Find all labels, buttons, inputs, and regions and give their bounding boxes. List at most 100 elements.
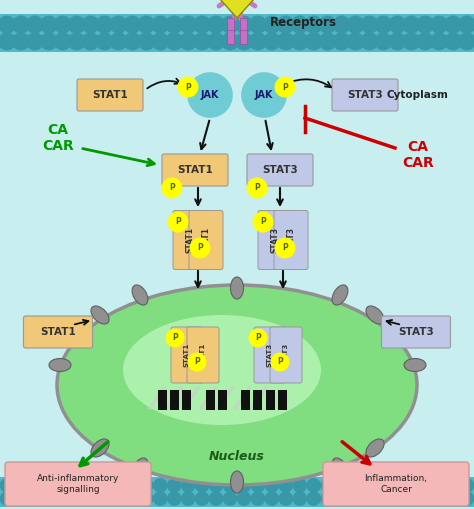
- FancyBboxPatch shape: [171, 327, 203, 383]
- FancyBboxPatch shape: [247, 154, 313, 186]
- Circle shape: [249, 16, 266, 33]
- Circle shape: [188, 73, 232, 117]
- Circle shape: [42, 492, 55, 505]
- FancyBboxPatch shape: [258, 211, 292, 269]
- Circle shape: [152, 33, 169, 50]
- Circle shape: [208, 16, 225, 33]
- Ellipse shape: [91, 439, 109, 457]
- FancyBboxPatch shape: [274, 211, 308, 269]
- Circle shape: [140, 492, 153, 505]
- Circle shape: [223, 492, 237, 505]
- Circle shape: [84, 479, 97, 492]
- Circle shape: [347, 16, 364, 33]
- Circle shape: [98, 479, 111, 492]
- Ellipse shape: [404, 358, 426, 372]
- Circle shape: [168, 479, 181, 492]
- Circle shape: [389, 16, 406, 33]
- Circle shape: [265, 492, 278, 505]
- Circle shape: [56, 479, 69, 492]
- Circle shape: [236, 33, 252, 50]
- Circle shape: [242, 73, 286, 117]
- Text: STAT3: STAT3: [283, 343, 289, 367]
- Circle shape: [56, 492, 69, 505]
- Circle shape: [375, 33, 392, 50]
- Circle shape: [277, 33, 294, 50]
- Ellipse shape: [123, 315, 321, 425]
- Text: STAT3: STAT3: [262, 165, 298, 175]
- Circle shape: [70, 492, 83, 505]
- Circle shape: [391, 492, 404, 505]
- Circle shape: [70, 479, 83, 492]
- Circle shape: [27, 33, 43, 50]
- Bar: [170, 390, 179, 410]
- Text: STAT1: STAT1: [177, 165, 213, 175]
- Circle shape: [319, 16, 336, 33]
- Bar: [266, 390, 275, 410]
- Polygon shape: [219, 0, 255, 18]
- Circle shape: [237, 479, 251, 492]
- Circle shape: [96, 33, 113, 50]
- Ellipse shape: [132, 285, 148, 305]
- Text: Inflammation,
Cancer: Inflammation, Cancer: [365, 474, 428, 494]
- FancyBboxPatch shape: [227, 18, 234, 32]
- Circle shape: [180, 33, 197, 50]
- Circle shape: [138, 33, 155, 50]
- Circle shape: [293, 492, 306, 505]
- Circle shape: [222, 16, 238, 33]
- FancyBboxPatch shape: [162, 154, 228, 186]
- Circle shape: [236, 16, 252, 33]
- Circle shape: [96, 16, 113, 33]
- Circle shape: [305, 16, 322, 33]
- Circle shape: [112, 492, 125, 505]
- Circle shape: [166, 33, 182, 50]
- Circle shape: [162, 178, 182, 198]
- Circle shape: [154, 492, 167, 505]
- Ellipse shape: [49, 358, 71, 372]
- Text: STAT3: STAT3: [271, 227, 280, 253]
- FancyBboxPatch shape: [332, 79, 398, 111]
- Circle shape: [361, 33, 378, 50]
- Circle shape: [417, 16, 434, 33]
- Circle shape: [419, 479, 432, 492]
- Circle shape: [168, 492, 181, 505]
- Text: Nucleus: Nucleus: [209, 449, 265, 463]
- Circle shape: [417, 33, 434, 50]
- Text: P: P: [282, 243, 288, 252]
- Circle shape: [403, 16, 419, 33]
- Circle shape: [12, 16, 29, 33]
- Bar: [182, 390, 191, 410]
- Text: STAT3: STAT3: [398, 327, 434, 337]
- Circle shape: [223, 479, 237, 492]
- Text: STAT3: STAT3: [267, 343, 273, 367]
- Circle shape: [55, 33, 71, 50]
- FancyBboxPatch shape: [270, 327, 302, 383]
- Circle shape: [249, 33, 266, 50]
- Text: P: P: [260, 217, 266, 227]
- Circle shape: [55, 16, 71, 33]
- Circle shape: [180, 16, 197, 33]
- FancyBboxPatch shape: [187, 327, 219, 383]
- Circle shape: [138, 16, 155, 33]
- Bar: [0, 14, 474, 52]
- Text: CA
CAR: CA CAR: [402, 140, 434, 169]
- Circle shape: [265, 479, 278, 492]
- Circle shape: [222, 33, 238, 50]
- Text: P: P: [282, 82, 288, 92]
- Circle shape: [84, 492, 97, 505]
- Circle shape: [237, 492, 251, 505]
- Circle shape: [196, 492, 209, 505]
- Circle shape: [166, 16, 182, 33]
- Bar: [158, 390, 167, 410]
- FancyBboxPatch shape: [24, 316, 92, 348]
- Circle shape: [431, 16, 447, 33]
- Circle shape: [321, 492, 334, 505]
- Text: STAT1: STAT1: [185, 227, 194, 253]
- Circle shape: [166, 329, 184, 347]
- FancyBboxPatch shape: [323, 462, 469, 506]
- Circle shape: [140, 479, 153, 492]
- Circle shape: [349, 492, 362, 505]
- Circle shape: [375, 16, 392, 33]
- Circle shape: [431, 33, 447, 50]
- FancyBboxPatch shape: [382, 316, 450, 348]
- Circle shape: [377, 492, 390, 505]
